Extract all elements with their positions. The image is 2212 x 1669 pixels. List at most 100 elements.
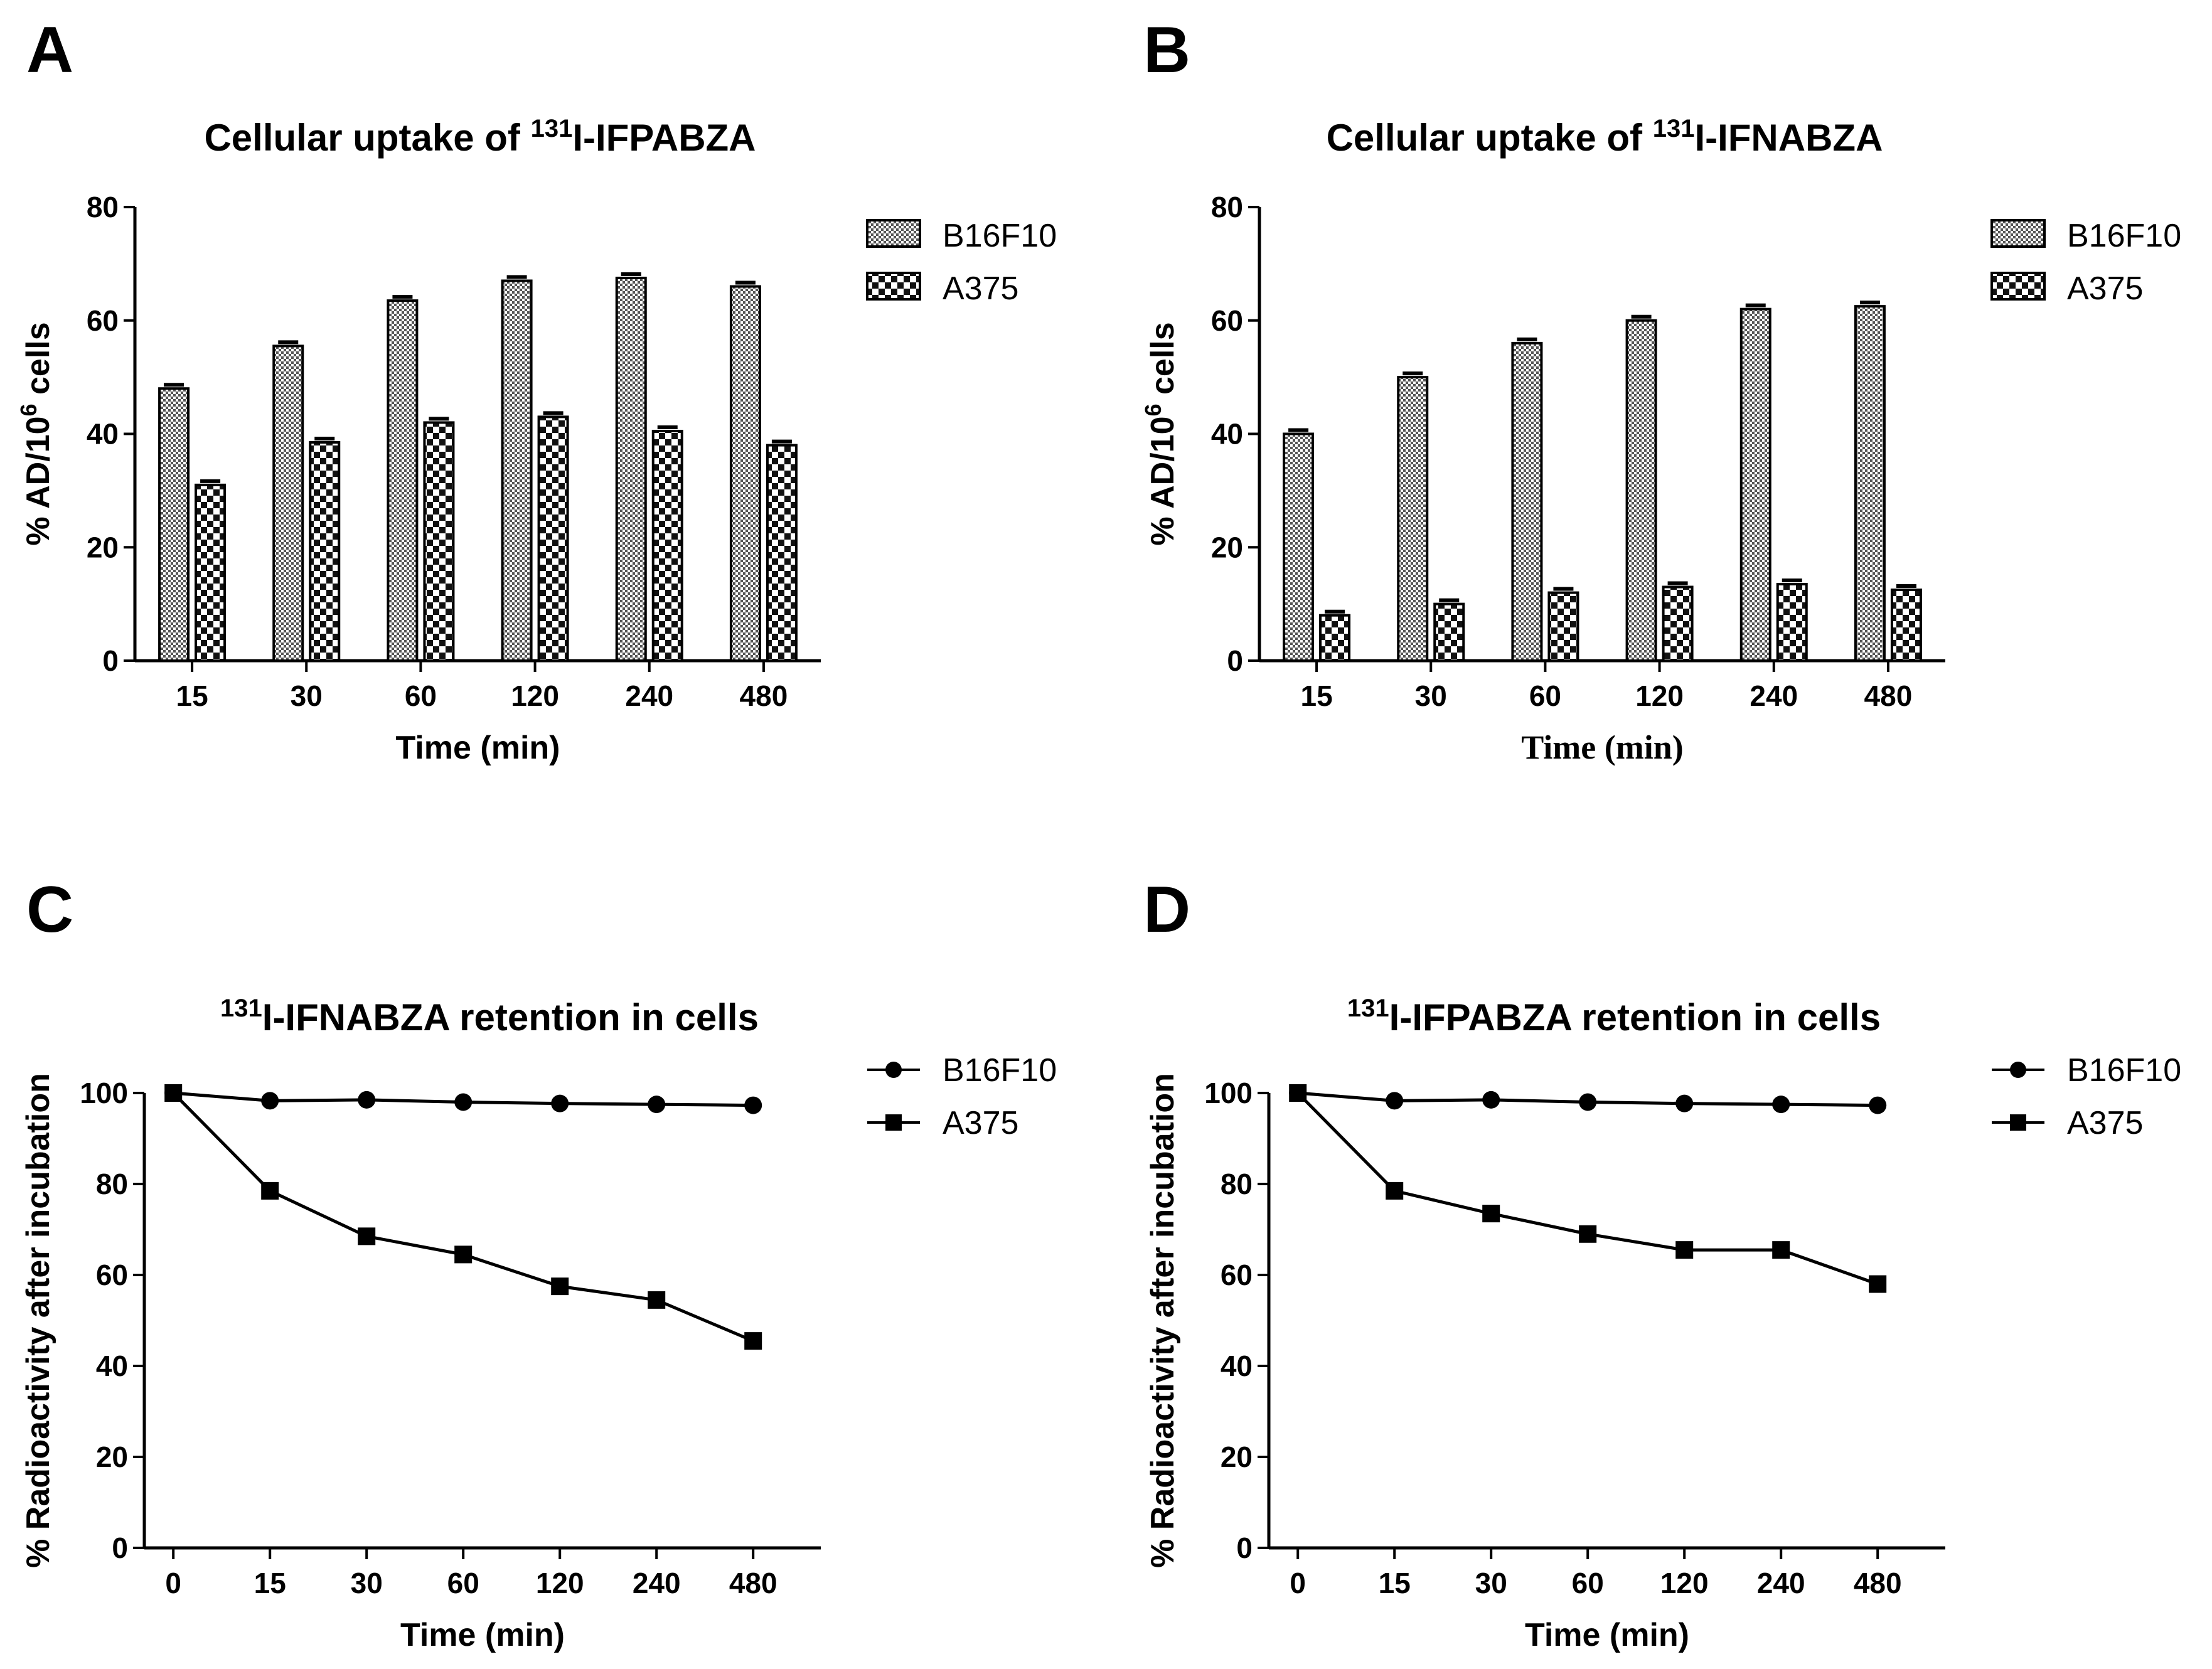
panel-c: C 131I-IFNABZA retention in cells 0 20 40 60… — [0, 834, 1106, 1669]
x-tick-label: 60 — [1529, 680, 1561, 712]
legend-swatch — [1990, 272, 2046, 301]
legend-marker — [885, 1114, 902, 1131]
data-point-b16f10 — [1675, 1094, 1694, 1112]
x-tick-label: 15 — [254, 1567, 286, 1599]
legend-label: A375 — [943, 1105, 1018, 1141]
bar-a375 — [1890, 589, 1922, 662]
chart-title-post: I-IFPABZA — [572, 117, 756, 159]
y-tick-label: 100 — [1204, 1077, 1253, 1109]
y-axis-label-pre: % AD/10 — [20, 416, 56, 545]
x-tick-label: 0 — [1290, 1567, 1306, 1599]
x-axis-label: Time (min) — [1521, 728, 1683, 766]
data-point-a375 — [648, 1291, 666, 1309]
y-axis-label-post: cells — [1145, 322, 1181, 403]
data-point-b16f10 — [744, 1096, 762, 1114]
x-tick-label: 15 — [1379, 1567, 1411, 1599]
y-tick-label: 60 — [87, 304, 119, 337]
x-tick-label: 15 — [176, 680, 208, 712]
panel-a: A Cellular uptake of 131I-IFPABZA 0 20 40 60… — [0, 0, 1106, 834]
chart-title-post: I-IFNABZA retention in cells — [262, 996, 759, 1038]
panel-letter: C — [26, 873, 74, 946]
y-axis-label-post: cells — [20, 322, 56, 403]
data-point-b16f10 — [358, 1090, 376, 1109]
y-axis-label-sup: 6 — [1140, 403, 1166, 416]
bar-a375 — [537, 415, 569, 662]
chart-b: Cellular uptake of 131I-IFNABZA 0 20 40 60 80… — [1140, 115, 2182, 766]
x-tick-label: 60 — [1572, 1567, 1604, 1599]
y-tick-label: 20 — [96, 1441, 128, 1473]
series-line-a375 — [1296, 1092, 1879, 1286]
data-point-b16f10 — [261, 1092, 279, 1110]
x-tick-label: 30 — [291, 680, 323, 712]
data-point-b16f10 — [1869, 1096, 1887, 1114]
chart-title-sup: 131 — [220, 994, 262, 1022]
x-axis-label: Time (min) — [1525, 1617, 1689, 1653]
chart-title-sup: 131 — [531, 115, 573, 142]
y-tick-label: 80 — [1221, 1168, 1253, 1200]
bar-a375 — [309, 441, 341, 663]
legend-marker — [2010, 1114, 2026, 1131]
data-point-b16f10 — [1482, 1090, 1500, 1109]
y-tick-label: 100 — [80, 1077, 128, 1109]
legend-label: A375 — [2067, 270, 2143, 307]
bar-b16f10 — [615, 276, 647, 662]
y-tick-label: 80 — [96, 1168, 128, 1200]
panel-letter: A — [26, 14, 74, 87]
data-point-a375 — [1869, 1275, 1887, 1293]
chart-a: Cellular uptake of 131I-IFPABZA 0 20 40 60 80… — [16, 115, 1057, 766]
y-tick-label: 40 — [1221, 1350, 1253, 1382]
y-tick-label: 0 — [1236, 1532, 1253, 1564]
y-axis-label-sup: 6 — [16, 403, 41, 416]
x-tick-label: 480 — [729, 1567, 777, 1599]
legend-label: B16F10 — [2067, 1052, 2181, 1089]
chart-d: 131I-IFPABZA retention in cells 0 20 40 60 80… — [1145, 994, 2181, 1653]
chart-title: 131I-IFPABZA retention in cells — [1347, 994, 1881, 1038]
panel-b: B Cellular uptake of 131I-IFNABZA 0 20 40 60… — [1125, 0, 2212, 834]
chart-title-post: I-IFPABZA retention in cells — [1389, 996, 1881, 1038]
bar-b16f10 — [1511, 341, 1543, 663]
y-tick-label: 60 — [1221, 1259, 1253, 1291]
data-point-b16f10 — [1386, 1092, 1404, 1110]
chart-title-sup: 131 — [1653, 115, 1695, 142]
chart-title: Cellular uptake of 131I-IFNABZA — [1327, 115, 1883, 159]
chart-title: 131I-IFNABZA retention in cells — [220, 994, 759, 1038]
y-tick-label: 40 — [87, 418, 119, 451]
bar-a375 — [766, 444, 798, 662]
data-point-b16f10 — [1579, 1093, 1597, 1111]
x-tick-label: 240 — [633, 1567, 681, 1599]
legend-marker — [2010, 1062, 2026, 1078]
data-point-b16f10 — [551, 1094, 569, 1112]
x-tick-label: 0 — [165, 1567, 181, 1599]
legend-label: B16F10 — [943, 218, 1057, 254]
bar-a375 — [1319, 614, 1351, 663]
data-point-a375 — [1386, 1181, 1404, 1200]
y-tick-label: 20 — [1221, 1441, 1253, 1473]
data-point-a375 — [551, 1277, 569, 1296]
y-tick-label: 20 — [1211, 531, 1243, 563]
bar-b16f10 — [729, 285, 761, 662]
data-point-a375 — [1772, 1241, 1790, 1259]
bar-a375 — [1433, 602, 1465, 662]
x-tick-label: 60 — [447, 1567, 479, 1599]
x-tick-label: 480 — [1864, 680, 1913, 712]
y-axis-label-pre: % Radioactivity after incubation — [20, 1073, 56, 1568]
legend-label: B16F10 — [943, 1052, 1057, 1089]
bar-b16f10 — [1397, 376, 1429, 662]
x-tick-label: 240 — [1750, 680, 1798, 712]
x-tick-label: 120 — [1660, 1567, 1709, 1599]
legend-swatch — [866, 272, 921, 301]
x-axis-label: Time (min) — [400, 1617, 565, 1653]
panel-letter: D — [1143, 873, 1191, 946]
x-tick-label: 60 — [405, 680, 437, 712]
legend-marker — [885, 1062, 902, 1078]
bar-b16f10 — [158, 387, 190, 662]
y-tick-label: 40 — [96, 1350, 128, 1382]
series-line-a375 — [172, 1092, 754, 1343]
x-tick-label: 30 — [351, 1567, 383, 1599]
bar-b16f10 — [501, 279, 533, 662]
x-tick-label: 240 — [625, 680, 673, 712]
y-tick-label: 40 — [1211, 418, 1243, 451]
chart-title-pre: Cellular uptake of — [1327, 117, 1653, 159]
data-point-b16f10 — [1772, 1096, 1790, 1114]
bar-b16f10 — [1854, 305, 1886, 662]
